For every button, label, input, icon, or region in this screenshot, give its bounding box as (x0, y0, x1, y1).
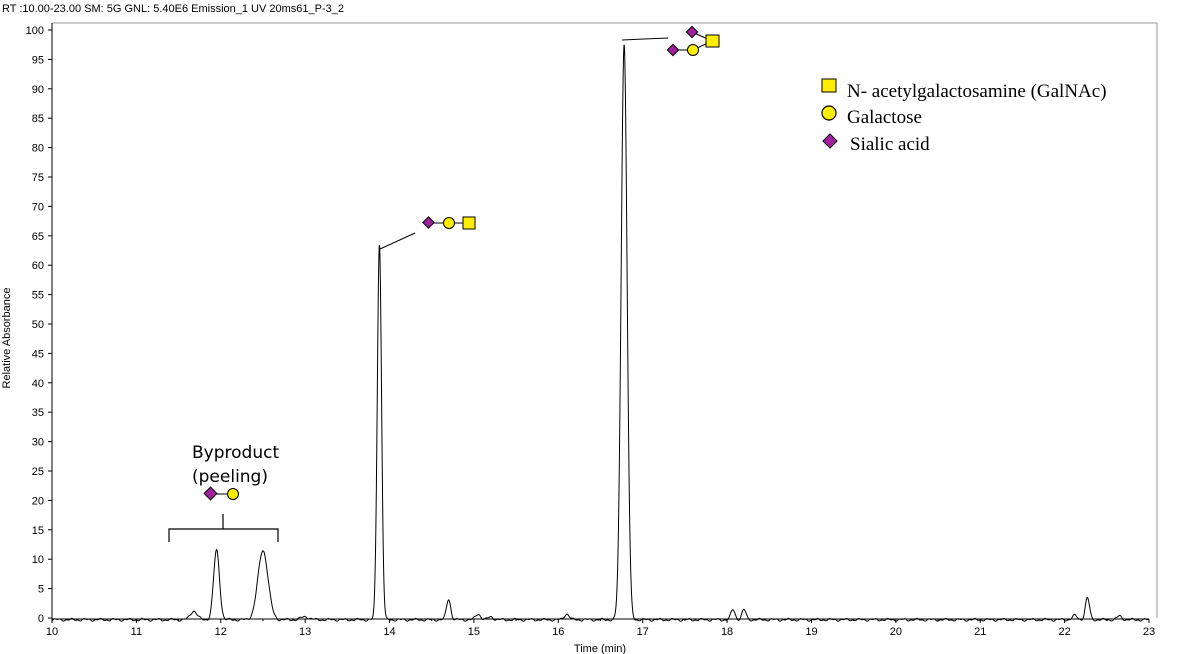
legend-label-galnac: N- acetylgalactosamine (GalNAc) (847, 81, 1107, 102)
legend-label-sialic: Sialic acid (850, 134, 930, 155)
x-tick-label: 13 (299, 626, 311, 638)
x-tick-label: 16 (552, 626, 564, 638)
header-text: RT :10.00-23.00 SM: 5G GNL: 5.40E6 Emiss… (2, 3, 344, 15)
y-tick-label: 20 (32, 495, 44, 507)
legend-label-galactose: Galactose (847, 107, 922, 128)
peak-point (1074, 615, 1075, 616)
byproduct-label-line1: Byproduct (192, 443, 279, 463)
y-tick-label: 10 (32, 554, 44, 566)
chromatogram-trace (51, 44, 1150, 622)
y-tick-label: 45 (32, 348, 44, 360)
y-tick-label: 40 (32, 378, 44, 390)
y-tick-label: 70 (32, 201, 44, 213)
y-tick-label: 65 (32, 231, 44, 243)
x-tick-label: 18 (721, 626, 733, 638)
byproduct-glycan-symbol (203, 486, 239, 501)
peak-16.8-leader-line (621, 37, 669, 41)
y-tick-label: 75 (32, 172, 44, 184)
y-tick-label: 85 (32, 113, 44, 125)
x-tick-label: 20 (890, 626, 902, 638)
sialic-acid-icon (422, 216, 435, 229)
x-tick-label: 15 (468, 626, 480, 638)
y-tick-label: 60 (32, 260, 44, 272)
x-tick-label: 11 (131, 626, 142, 638)
sialic-acid-icon (203, 486, 218, 501)
x-tick-label: 21 (974, 626, 986, 638)
sialic-acid-icon (685, 25, 699, 39)
legend-galactose-icon (821, 105, 837, 121)
x-tick-label: 19 (805, 626, 817, 638)
y-tick-label: 25 (32, 466, 44, 478)
y-tick-label: 0 (38, 613, 44, 625)
x-tick-label: 22 (1058, 626, 1070, 638)
legend-sialic-acid-icon (822, 133, 838, 149)
byproduct-bracket (168, 514, 279, 542)
byproduct-annotation: Byproduct (peeling) (168, 443, 279, 542)
x-axis-title: Time (min) (574, 643, 626, 654)
byproduct-label-line2: (peeling) (192, 467, 268, 487)
peak-16.8-annotation (621, 25, 720, 57)
x-tick-label: 23 (1143, 626, 1155, 638)
y-tick-label: 95 (32, 54, 44, 66)
y-tick-label: 80 (32, 143, 44, 155)
x-tick-label: 17 (637, 626, 649, 638)
y-tick-label: 90 (32, 84, 44, 96)
peak-point (379, 243, 380, 244)
galactose-icon (443, 217, 455, 229)
y-tick-label: 100 (26, 25, 44, 37)
x-tick-label: 12 (215, 626, 227, 638)
galnac-icon (705, 34, 720, 48)
galnac-icon (462, 216, 476, 230)
legend: N- acetylgalactosamine (GalNAc) Galactos… (821, 78, 1107, 155)
trace-layer (51, 43, 1150, 622)
legend-galnac-icon (821, 78, 837, 93)
sialic-acid-icon (666, 43, 680, 57)
peak-point (624, 43, 625, 44)
galactose-icon (687, 44, 699, 56)
y-tick-label: 15 (32, 525, 44, 537)
y-tick-label: 30 (32, 437, 44, 449)
x-tick-label: 14 (383, 626, 395, 638)
peak-13.9-annotation (379, 216, 476, 250)
y-tick-label: 55 (32, 290, 44, 302)
peak-13.9-leader-line (379, 232, 416, 250)
y-axis-title: Relative Absorbance (1, 288, 13, 389)
axes: 0 5 10 15 20 25 30 35 40 45 50 55 60 65 70 75 80 85 90 95 10… (26, 22, 1158, 638)
y-tick-label: 5 (38, 584, 44, 596)
y-tick-label: 35 (32, 407, 44, 419)
galactose-icon (227, 488, 239, 500)
y-tick-label: 50 (32, 319, 44, 331)
x-tick-label: 10 (46, 626, 58, 638)
